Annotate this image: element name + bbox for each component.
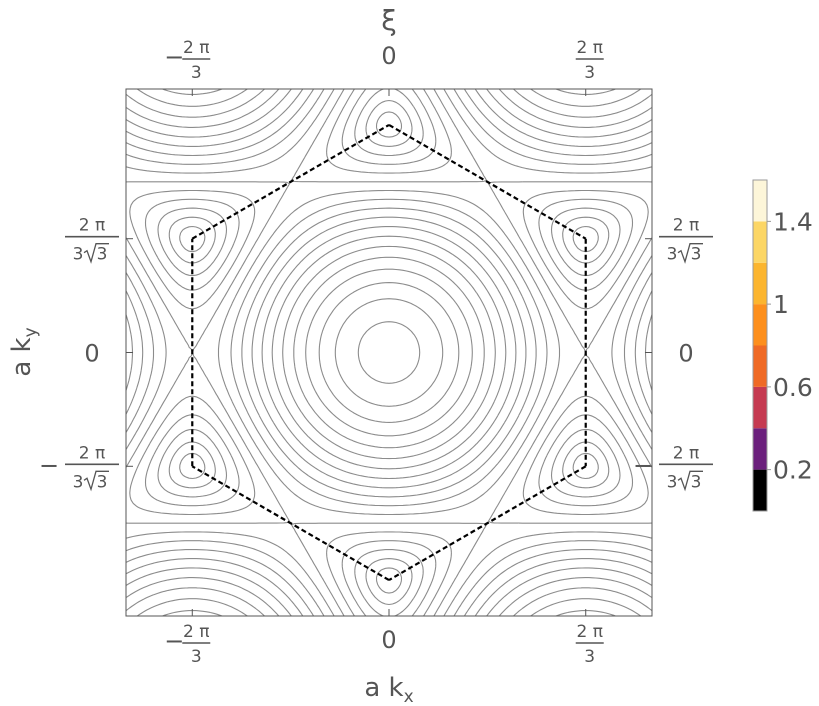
x-axis-label-sub: x [404,687,414,706]
colorbar: 0.2 0.6 1 1.4 [752,179,813,512]
contour-line [126,89,652,616]
contour-line [126,89,652,616]
tick-label-numerator: 2 π [183,622,209,642]
colorbar-band [753,345,767,387]
tick-label: 0 [84,340,99,368]
svg-text:a kx: a kx [364,673,413,706]
colorbar-frame [752,179,768,512]
contour-lines [126,89,652,616]
tick-label-denominator: 3 [667,472,678,492]
tick-label-numerator: 2 π [79,216,105,236]
x-tick-label: 2 π3 [575,622,604,667]
tick-label-radicand: 3 [97,245,108,265]
tick-label-denominator: 3 [191,63,202,83]
tick-label-denominator: 3 [191,647,202,667]
contour-line [126,89,652,616]
contour-line [144,89,634,616]
y-tick-label: 2 π3 3− [39,443,119,492]
plot-area [125,88,653,617]
chart-title: ξ [381,4,397,37]
x-tick-label: 2 π 3− [164,622,211,667]
tick-label-numerator: 2 π [576,622,602,642]
dashed-nodal-lines [191,123,587,582]
axis-ticks [126,89,652,616]
contour-line [136,89,642,616]
tick-label-denominator: 3 [73,245,84,265]
y-tick-label: 2 π 3 3 [659,216,713,265]
y-axis-label-sub: y [21,327,41,337]
contour-line [334,298,444,407]
tick-label-sign: − [633,451,653,479]
colorbar-band [753,304,767,346]
colorbar-tick-label: 1.4 [773,207,813,236]
tick-label-radicand: 3 [97,472,108,492]
x-axis-label-base: a k [364,673,403,703]
colorbar-tick-label: 1 [773,290,789,319]
y-tick-label: 0 [678,340,693,368]
tick-label-sign: − [39,451,59,479]
y-axis-label: a ky [7,327,41,376]
x-axis-label: a kx [364,673,413,706]
plot-background [126,89,652,616]
colorbar-band [753,386,767,429]
nodal-line [388,123,587,240]
x-tick-label: 2 π 3− [164,38,211,83]
contour-line [126,89,652,616]
tick-label-numerator: 2 π [79,443,105,463]
x-tick-label: 0 [381,626,396,654]
y-axis-label-base: a k [7,337,37,376]
tick-label-sign: − [164,627,184,655]
y-tick-label: 0 [84,340,99,368]
colorbar-band [753,221,767,263]
tick-label-numerator: 2 π [673,216,699,236]
tick-label-numerator: 2 π [183,38,209,58]
y-tick-label: 2 π3 3− [633,443,713,492]
tick-label-denominator: 3 [667,245,678,265]
tick-label: 0 [381,626,396,654]
tick-label-numerator: 2 π [673,443,699,463]
tick-label-numerator: 2 π [576,38,602,58]
svg-text:a ky: a ky [7,327,41,376]
contour-line [126,89,652,616]
colorbar-tick-label: 0.6 [773,373,813,402]
axis-tick-labels: 2 π3−2 π3−002 π32 π32 π3 32 π3 30 02 π3 3… [39,38,713,667]
contour-line [126,89,652,616]
tick-label-radicand: 3 [691,245,702,265]
colorbar-band [753,262,767,305]
nodal-line [191,465,390,582]
contour-line [357,321,421,384]
tick-label-denominator: 3 [584,63,595,83]
contour-line [126,89,652,616]
colorbar-band [753,180,767,222]
tick-label: 0 [678,340,693,368]
contour-line [129,89,649,616]
tick-label-sign: − [164,43,184,71]
contour-line [126,89,652,616]
x-tick-label: 2 π3 [575,38,604,83]
nodal-line [388,465,587,582]
x-tick-label: 0 [381,42,396,70]
colorbar-tick-label: 0.2 [773,456,813,485]
contour-line [157,89,621,616]
tick-label-denominator: 3 [584,647,595,667]
tick-label-radicand: 3 [691,472,702,492]
tick-label: 0 [381,42,396,70]
colorbar-band [753,469,767,511]
contour-line [318,282,460,423]
y-tick-label: 2 π 3 3 [65,216,119,265]
tick-label-denominator: 3 [73,472,84,492]
nodal-line [191,123,390,240]
colorbar-band [753,428,767,470]
